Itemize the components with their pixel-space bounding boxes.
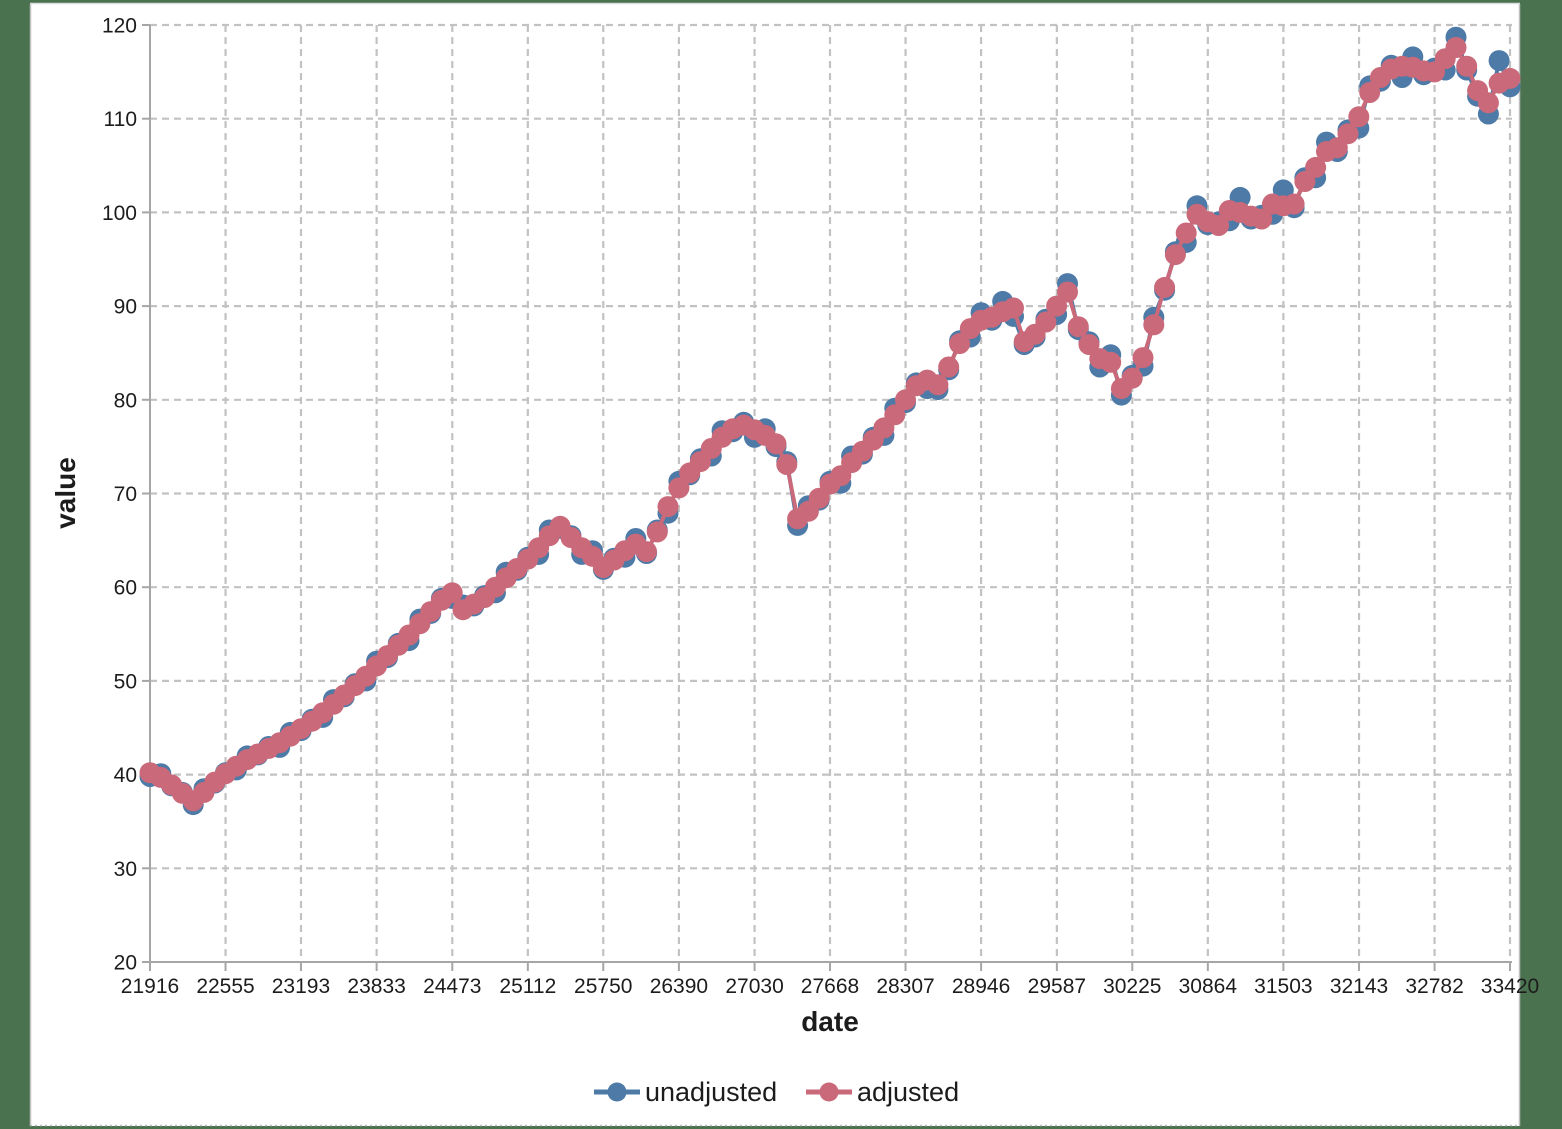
y-tick-label: 40 — [114, 764, 137, 787]
data-point-marker — [1445, 37, 1467, 58]
legend[interactable]: unadjusted adjusted — [594, 1077, 959, 1107]
series-adjusted[interactable] — [139, 37, 1521, 812]
data-point-marker — [1283, 193, 1305, 215]
legend-label: adjusted — [857, 1077, 959, 1107]
x-tick-label: 23833 — [347, 975, 405, 998]
data-point-marker — [927, 374, 949, 396]
data-point-marker — [1175, 222, 1197, 244]
data-point-marker — [949, 333, 971, 355]
x-tick-label: 25750 — [574, 975, 632, 998]
data-point-marker — [1359, 82, 1381, 103]
data-point-marker — [1348, 106, 1370, 128]
data-point-marker — [668, 477, 690, 499]
data-point-marker — [1143, 314, 1165, 336]
data-point-marker — [1477, 92, 1499, 114]
x-tick-label: 32782 — [1405, 975, 1463, 998]
y-tick-label: 110 — [104, 108, 137, 131]
data-point-marker — [1305, 156, 1327, 178]
x-tick-label: 27668 — [801, 975, 859, 998]
y-tick-label: 120 — [102, 15, 137, 38]
y-tick-label: 100 — [102, 202, 137, 225]
data-point-marker — [1164, 244, 1186, 266]
data-point-marker — [1208, 215, 1230, 236]
data-point-marker — [1121, 367, 1143, 389]
legend-item-adjusted[interactable]: adjusted — [806, 1077, 959, 1107]
y-tick-label: 70 — [114, 483, 137, 506]
y-axis-title: value — [50, 457, 81, 529]
data-point-marker — [1337, 123, 1359, 145]
data-point-marker — [765, 433, 787, 455]
data-point-marker — [646, 521, 668, 543]
data-point-marker — [1035, 311, 1057, 333]
y-tick-label: 60 — [114, 577, 137, 600]
data-point-marker — [1132, 347, 1154, 369]
plot-area: 20 30 40 50 60 70 80 90 100 110 120 21916 22555 23193… — [102, 15, 1539, 999]
data-point-marker — [636, 541, 657, 563]
data-point-marker — [657, 496, 679, 518]
x-tick-label: 32143 — [1330, 975, 1388, 998]
data-point-marker — [441, 582, 463, 604]
x-tick-label: 28946 — [952, 975, 1010, 998]
x-tick-label: 24473 — [423, 975, 481, 998]
legend-label: unadjusted — [645, 1077, 777, 1107]
data-point-marker — [1003, 297, 1024, 319]
data-point-marker — [884, 404, 906, 426]
x-tick-label: 21916 — [121, 975, 179, 998]
data-point-marker — [1251, 208, 1273, 230]
data-point-marker — [938, 356, 960, 378]
x-tick-label: 28307 — [876, 975, 934, 998]
x-tick-label: 27030 — [725, 975, 783, 998]
data-point-marker — [1456, 55, 1478, 77]
y-tick-label: 50 — [114, 670, 137, 693]
x-tick-label: 29587 — [1028, 975, 1086, 998]
legend-marker-icon — [607, 1082, 627, 1102]
y-tick-label: 20 — [114, 952, 137, 975]
data-point-marker — [1488, 50, 1510, 72]
data-point-marker — [1057, 281, 1078, 303]
data-point-marker — [1154, 276, 1176, 298]
x-tick-label: 31503 — [1254, 975, 1312, 998]
chart-canvas — [30, 4, 1520, 1126]
y-tick-label: 80 — [114, 389, 137, 412]
x-tick-label: 30225 — [1103, 975, 1161, 998]
legend-marker-icon — [819, 1082, 839, 1102]
y-tick-label: 30 — [114, 858, 137, 881]
x-tick-label: 33420 — [1481, 975, 1539, 998]
x-tick-label: 30864 — [1179, 975, 1238, 998]
legend-item-unadjusted[interactable]: unadjusted — [594, 1077, 777, 1107]
data-point-marker — [1100, 351, 1122, 373]
data-point-marker — [776, 454, 798, 475]
data-point-marker — [1499, 67, 1521, 89]
x-tick-label: 26390 — [650, 975, 708, 998]
data-point-marker — [1067, 316, 1089, 338]
x-axis-title: date — [801, 1006, 859, 1037]
x-tick-label: 22555 — [196, 975, 254, 998]
x-tick-label: 25112 — [499, 975, 556, 998]
y-tick-label: 90 — [114, 296, 137, 319]
x-tick-label: 23193 — [272, 975, 330, 998]
